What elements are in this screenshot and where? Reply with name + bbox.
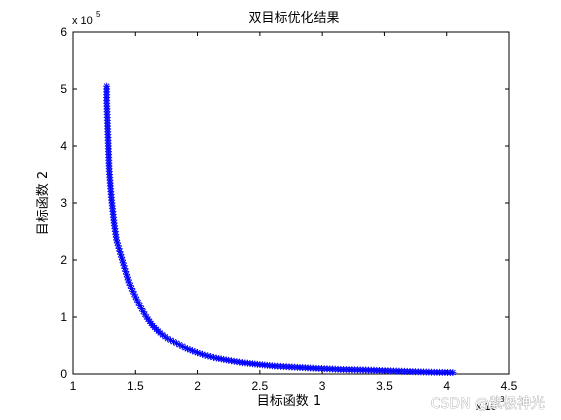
y-tick-label: 2 bbox=[60, 253, 67, 267]
y-tick-label: 5 bbox=[60, 82, 67, 96]
x-tick-label: 1 bbox=[70, 379, 77, 393]
y-tick-labels: 0 1 2 3 4 5 6 bbox=[60, 25, 67, 381]
y-tick-label: 3 bbox=[60, 196, 67, 210]
data-point bbox=[172, 339, 180, 347]
x-tick-label: 1.5 bbox=[127, 379, 144, 393]
x-tick-label: 3 bbox=[319, 379, 326, 393]
watermark: CSDN @紫极神光 bbox=[431, 396, 545, 412]
y-tick-label: 4 bbox=[60, 139, 67, 153]
x-axis-label: 目标函数 1 bbox=[257, 394, 321, 409]
plot-area bbox=[72, 31, 510, 375]
y-tick-label: 0 bbox=[60, 367, 67, 381]
x-scale-exponent: 3 bbox=[500, 395, 505, 404]
data-point bbox=[133, 296, 141, 304]
x-tick-label: 2.5 bbox=[252, 379, 269, 393]
y-axis-label: 目标函数 2 bbox=[36, 171, 51, 235]
y-scale-label: x 10 bbox=[72, 15, 93, 27]
x-scale-factor: x 10 3 bbox=[476, 395, 505, 413]
y-scale-factor: x 10 5 bbox=[72, 10, 101, 27]
data-point bbox=[164, 335, 172, 343]
x-tick-label: 4 bbox=[443, 379, 450, 393]
y-tick-label: 6 bbox=[60, 25, 67, 39]
data-point bbox=[449, 369, 457, 377]
data-series bbox=[103, 82, 457, 377]
x-tick-label: 2 bbox=[194, 379, 201, 393]
x-scale-label: x 10 bbox=[476, 401, 497, 413]
x-tick-labels: 1 1.5 2 2.5 3 3.5 4 4.5 bbox=[70, 379, 518, 393]
data-point bbox=[138, 304, 146, 312]
x-tick-label: 3.5 bbox=[376, 379, 393, 393]
chart-title: 双目标优化结果 bbox=[248, 11, 339, 26]
y-scale-exponent: 5 bbox=[96, 10, 101, 19]
x-tick-label: 4.5 bbox=[501, 379, 518, 393]
y-tick-label: 1 bbox=[60, 310, 67, 324]
